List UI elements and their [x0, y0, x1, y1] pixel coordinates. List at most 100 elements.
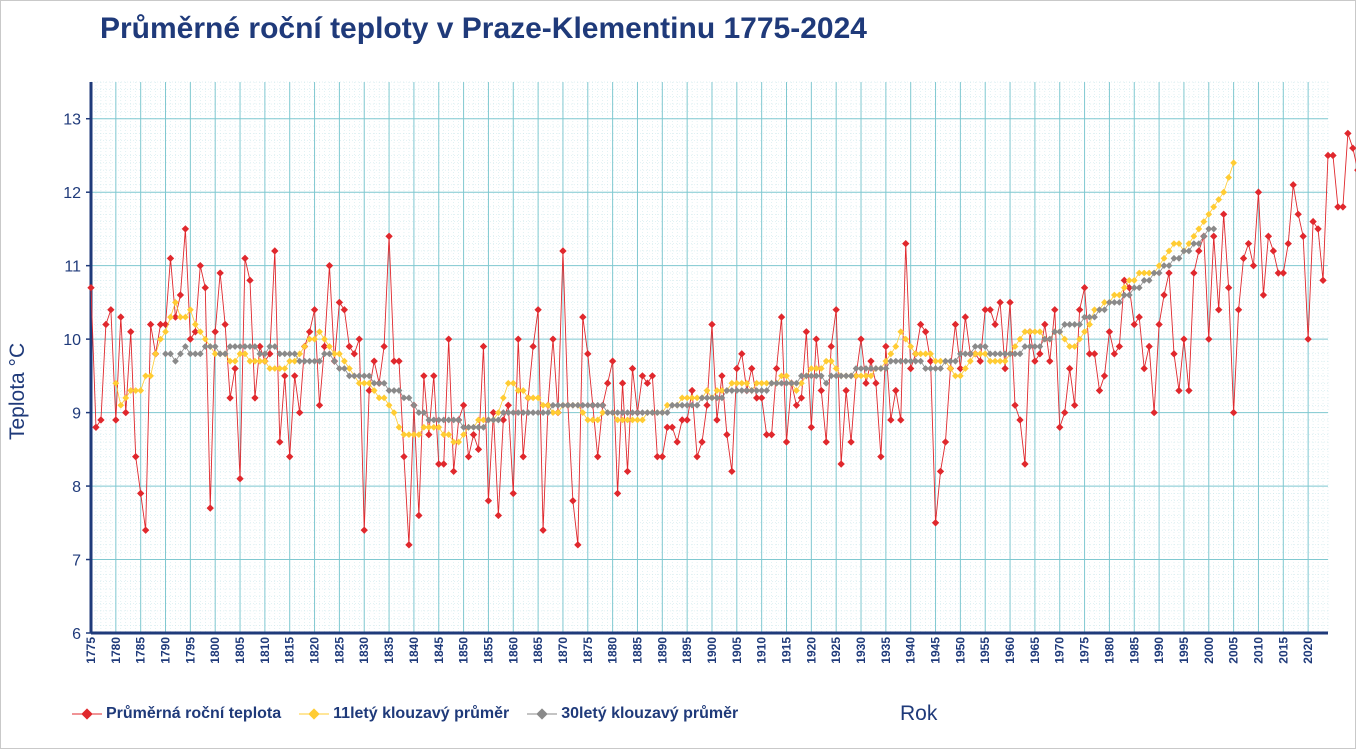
data-point-ma11	[1130, 276, 1138, 284]
data-point-annual	[976, 357, 984, 365]
data-point-ma30	[246, 343, 254, 350]
data-point-annual	[1229, 408, 1238, 417]
data-point-annual	[688, 386, 696, 395]
data-point-ma11	[326, 343, 333, 350]
data-point-annual	[281, 372, 289, 380]
data-point-annual	[986, 306, 994, 314]
data-point-ma30	[350, 372, 358, 380]
data-point-annual	[1279, 269, 1287, 277]
x-tick-label: 1820	[308, 637, 322, 664]
data-point-ma30	[420, 409, 428, 416]
data-point-ma11	[1165, 247, 1173, 255]
x-tick-label: 1905	[730, 637, 744, 664]
x-tick-label: 1955	[978, 637, 992, 664]
data-point-ma30	[917, 357, 925, 365]
data-point-ma30	[966, 350, 974, 358]
data-point-ma11	[1175, 240, 1183, 248]
data-point-annual	[1090, 350, 1099, 358]
data-point-annual	[469, 430, 478, 439]
x-tick-label: 1900	[705, 637, 719, 664]
data-point-annual	[1205, 335, 1213, 343]
data-point-ma30	[703, 394, 711, 402]
data-point-annual	[991, 320, 999, 329]
data-point-ma11	[261, 357, 269, 365]
data-point-annual	[1215, 306, 1223, 314]
data-point-ma11	[961, 365, 969, 372]
data-point-annual	[315, 401, 324, 409]
data-point-annual	[648, 372, 657, 380]
data-point-annual	[1309, 217, 1317, 226]
data-point-ma30	[932, 365, 939, 372]
data-point-ma30	[713, 394, 721, 402]
data-point-ma11	[852, 372, 860, 380]
x-tick-label: 1835	[382, 637, 396, 664]
data-point-ma11	[157, 335, 164, 343]
data-point-ma30	[326, 350, 333, 358]
x-tick-label: 1860	[506, 637, 520, 664]
data-point-ma11	[340, 357, 348, 365]
data-point-ma11	[614, 416, 621, 424]
data-point-annual	[1264, 232, 1273, 240]
data-point-ma11	[1120, 284, 1128, 292]
data-point-ma11	[142, 372, 150, 380]
x-tick-label: 1840	[407, 637, 421, 664]
data-point-annual	[594, 453, 602, 461]
data-point-annual	[440, 460, 448, 468]
data-point-ma11	[201, 335, 209, 343]
data-point-ma11	[460, 431, 467, 439]
data-point-annual	[1135, 313, 1143, 321]
data-point-ma11	[311, 335, 318, 343]
data-point-ma11	[663, 401, 671, 409]
data-point-ma30	[360, 372, 368, 380]
data-point-ma30	[1056, 328, 1064, 336]
data-point-ma11	[509, 379, 517, 387]
data-point-annual	[276, 438, 284, 446]
data-point-annual	[956, 364, 965, 373]
data-point-annual	[827, 342, 835, 351]
data-point-annual	[166, 254, 175, 262]
data-point-annual	[1319, 276, 1327, 285]
x-tick-label: 1785	[134, 637, 148, 664]
data-point-ma11	[1031, 328, 1039, 336]
x-tick-label: 1775	[84, 637, 98, 664]
data-point-annual	[1016, 416, 1024, 424]
data-point-annual	[892, 386, 900, 395]
data-point-ma11	[1081, 328, 1088, 336]
data-point-annual	[1021, 460, 1029, 468]
x-tick-label: 1780	[109, 637, 123, 664]
data-point-ma30	[251, 343, 259, 350]
data-point-annual	[305, 328, 314, 336]
data-point-annual	[857, 335, 865, 343]
data-point-ma11	[956, 372, 964, 380]
data-point-annual	[1001, 364, 1009, 373]
data-point-ma11	[1061, 335, 1069, 343]
x-tick-label: 1895	[680, 637, 694, 664]
data-point-ma30	[539, 409, 547, 416]
data-point-ma11	[1036, 328, 1044, 336]
data-point-annual	[1100, 372, 1109, 380]
data-point-annual	[877, 453, 885, 461]
data-point-annual	[236, 475, 244, 483]
data-point-ma11	[827, 357, 835, 365]
data-point-ma30	[1081, 313, 1088, 321]
legend-item-ma11: 11letý klouzavý průměr	[299, 705, 509, 723]
data-point-annual	[653, 453, 662, 461]
data-point-ma30	[569, 401, 577, 409]
data-point-ma11	[211, 350, 219, 358]
data-point-annual	[941, 438, 950, 446]
data-point-ma30	[261, 350, 269, 358]
data-point-annual	[117, 313, 125, 321]
data-point-ma11	[375, 394, 383, 402]
x-tick-label: 2000	[1202, 637, 1216, 664]
x-tick-label: 1795	[183, 637, 197, 664]
x-tick-label: 1965	[1028, 637, 1042, 664]
x-tick-label: 1925	[829, 637, 843, 664]
data-point-ma30	[380, 379, 388, 387]
data-point-annual	[1324, 151, 1332, 160]
data-point-ma11	[793, 387, 800, 394]
data-point-ma30	[693, 401, 701, 409]
data-point-annual	[837, 460, 845, 468]
data-point-ma30	[857, 365, 865, 372]
data-point-ma11	[1021, 328, 1029, 336]
data-point-ma30	[991, 350, 999, 358]
